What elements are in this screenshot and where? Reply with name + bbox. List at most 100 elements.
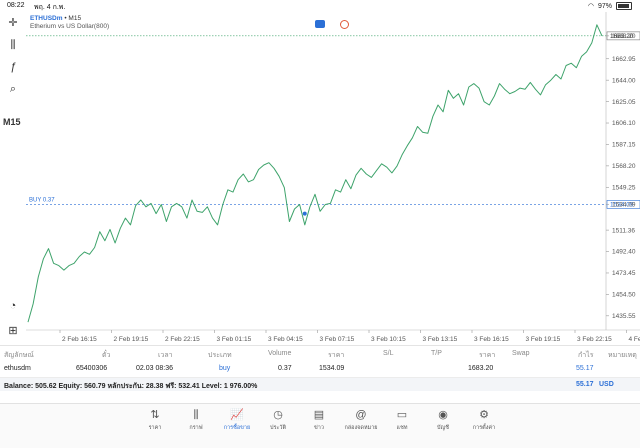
- nav-news-label: ข่าว: [299, 424, 339, 432]
- price-tick-label: 1511.36: [612, 227, 635, 234]
- row-profit: 55.17: [576, 365, 594, 372]
- time-tick-label: 3 Feb 22:15: [577, 336, 612, 343]
- col-type: ประเภท: [208, 350, 232, 361]
- balance-row: Balance: 505.62 Equity: 560.79 หลักประกั…: [0, 378, 640, 391]
- row-ticket: 65400306: [76, 365, 107, 372]
- history-icon: ◷: [258, 408, 298, 422]
- price-series-line: [28, 25, 602, 322]
- chat-icon: ▭: [382, 408, 422, 422]
- nav-news[interactable]: ▤ ข่าว: [299, 408, 339, 432]
- nav-mailbox[interactable]: @ กล่องจดหมาย: [341, 408, 381, 432]
- bottom-nav: ⇅ ราคา ⫼ กราฟ 📈 การซื้อขาย ◷ ประวัติ ▤ ข…: [0, 403, 640, 448]
- time-tick-label: 3 Feb 04:15: [268, 336, 303, 343]
- currency-label: USD: [599, 381, 614, 388]
- row-open-price: 1534.09: [319, 365, 344, 372]
- nav-chart[interactable]: ⫼ กราฟ: [176, 408, 216, 432]
- time-tick-label: 2 Feb 19:15: [114, 336, 149, 343]
- nav-settings[interactable]: ⚙ การตั้งค่า: [464, 408, 504, 432]
- timeframe-button[interactable]: M15: [3, 117, 21, 127]
- price-tick-label: 1568.20: [612, 163, 636, 170]
- gear-icon: ⚙: [464, 408, 504, 422]
- news-icon: ▤: [299, 408, 339, 422]
- symbol-timeframe: M15: [68, 15, 81, 22]
- price-tick-label: 1662.95: [612, 56, 636, 63]
- time-tick-label: 3 Feb 19:15: [526, 336, 561, 343]
- col-ticket: ตั๋ว: [102, 350, 110, 361]
- objects-icon[interactable]: ⌕: [6, 82, 20, 96]
- price-axis: 1683.201662.951644.001625.051606.101587.…: [606, 33, 636, 320]
- trade-row[interactable]: ethusdm 65400306 02.03 08:36 buy 0.37 15…: [0, 361, 640, 378]
- account-icon: ◉: [423, 408, 463, 422]
- price-tick-label: 1454.50: [612, 292, 636, 299]
- battery-icon: [616, 2, 632, 10]
- status-time: 08:22: [7, 2, 25, 9]
- time-tick-label: 3 Feb 07:15: [320, 336, 355, 343]
- price-tick-label: 1473.45: [612, 270, 636, 277]
- col-tp: T/P: [431, 350, 442, 357]
- time-tick-label: 3 Feb 10:15: [371, 336, 406, 343]
- nav-account[interactable]: ◉ บัญชี: [423, 408, 463, 432]
- col-profit: กำไร: [578, 350, 593, 361]
- candlestick-icon[interactable]: ⫼: [6, 38, 20, 52]
- nav-trade[interactable]: 📈 การซื้อขาย: [217, 408, 257, 432]
- trade-icon[interactable]: ◔: [6, 299, 20, 313]
- col-time: เวลา: [158, 350, 173, 361]
- status-bar: 08:22 พฤ. 4 ก.พ. ◠ 97%: [0, 0, 640, 12]
- quotes-icon: ⇅: [135, 408, 175, 422]
- buy-level-line: BUY 0.37 1534.09: [26, 197, 640, 208]
- time-tick-label: 2 Feb 16:15: [62, 336, 97, 343]
- chart-icon: ⫼: [176, 408, 216, 422]
- wifi-icon: ◠: [588, 2, 594, 10]
- price-tick-label: 1534.09: [612, 202, 636, 209]
- indicator-icon[interactable]: [340, 20, 349, 29]
- left-toolbar: ✛ ⫼ ƒ ⌕ M15 ◔ ⊞: [0, 12, 26, 344]
- nav-quotes-label: ราคา: [135, 424, 175, 432]
- price-tick-label: 1549.25: [612, 184, 636, 191]
- buy-marker: [303, 212, 307, 216]
- row-volume: 0.37: [278, 365, 292, 372]
- one-click-trading-icon[interactable]: [315, 20, 325, 28]
- price-tick-label: 1683.20: [612, 33, 636, 40]
- time-tick-label: 4 Feb 01:15: [629, 336, 640, 343]
- row-symbol: ethusdm: [4, 365, 31, 372]
- time-tick-label: 3 Feb 01:15: [217, 336, 252, 343]
- time-tick-label: 2 Feb 22:15: [165, 336, 200, 343]
- symbol-name: ETHUSDm: [30, 15, 63, 22]
- crosshair-icon[interactable]: ✛: [6, 16, 20, 30]
- col-swap: Swap: [512, 350, 530, 357]
- grid-lines: [26, 12, 640, 330]
- row-current-price: 1683.20: [468, 365, 493, 372]
- col-current-price: ราคา: [479, 350, 495, 361]
- nav-chart-label: กราฟ: [176, 424, 216, 432]
- battery-percent: 97%: [598, 3, 612, 10]
- price-tick-label: 1587.15: [612, 142, 636, 149]
- time-tick-label: 3 Feb 13:15: [423, 336, 458, 343]
- price-tick-label: 1606.10: [612, 120, 636, 127]
- nav-chat-label: แชท: [382, 424, 422, 432]
- new-order-icon[interactable]: ⊞: [6, 324, 20, 338]
- price-tick-label: 1492.40: [612, 249, 636, 256]
- time-axis: 2 Feb 16:15 2 Feb 19:15 2 Feb 22:15 3 Feb 0…: [60, 330, 640, 343]
- trade-tab-icon: 📈: [217, 408, 257, 422]
- total-profit: 55.17: [576, 381, 594, 388]
- nav-chat[interactable]: ▭ แชท: [382, 408, 422, 432]
- price-tick-label: 1625.05: [612, 99, 636, 106]
- chart-symbol-title: ETHUSDm • M15: [30, 15, 81, 22]
- nav-history[interactable]: ◷ ประวัติ: [258, 408, 298, 432]
- function-icon[interactable]: ƒ: [6, 60, 20, 74]
- col-volume: Volume: [268, 350, 291, 357]
- row-type: buy: [219, 365, 230, 372]
- buy-level-label: BUY 0.37: [29, 197, 55, 203]
- price-tick-label: 1435.55: [612, 313, 636, 320]
- nav-settings-label: การตั้งค่า: [464, 424, 504, 432]
- row-time: 02.03 08:36: [136, 365, 173, 372]
- symbol-description: Etherium vs US Dollar(800): [30, 23, 109, 30]
- mailbox-icon: @: [341, 408, 381, 422]
- nav-trade-label: การซื้อขาย: [217, 424, 257, 432]
- nav-quotes[interactable]: ⇅ ราคา: [135, 408, 175, 432]
- nav-history-label: ประวัติ: [258, 424, 298, 432]
- nav-account-label: บัญชี: [423, 424, 463, 432]
- trade-table-header: สัญลักษณ์ ตั๋ว เวลา ประเภท Volume ราคา S…: [0, 345, 640, 360]
